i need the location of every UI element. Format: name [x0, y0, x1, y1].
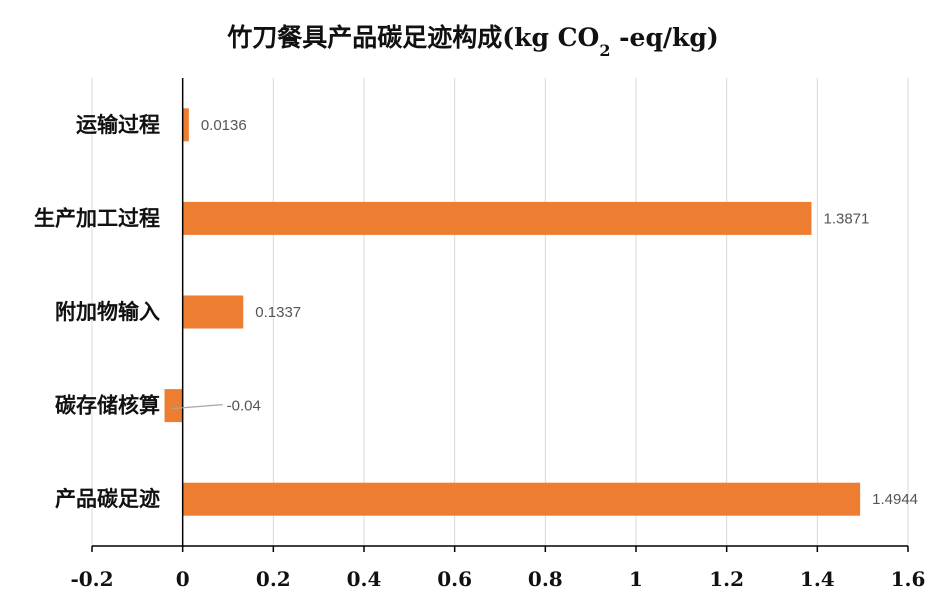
data-label: 1.4944 [872, 491, 918, 508]
labels: 运输过程 0.0136 生产加工过程 1.3871 附加物输入 0.1337 碳存储核算 -0… [34, 113, 925, 591]
bar [182, 295, 244, 329]
axes [91, 78, 909, 552]
category-label: 运输过程 [76, 113, 160, 137]
data-label: 1.3871 [823, 210, 869, 227]
x-tick-label: 0 [176, 567, 190, 591]
category-label: 碳存储核算 [55, 394, 160, 418]
data-label: 0.0136 [201, 117, 247, 134]
x-tick-label: -0.2 [70, 567, 113, 591]
bar [164, 389, 183, 423]
chart-title-subscript: 2 [599, 41, 610, 60]
gridlines [91, 78, 909, 546]
x-tick-label: 1.4 [800, 567, 835, 591]
x-tick-label: 1.2 [709, 567, 744, 591]
x-tick-label: 0.4 [347, 567, 382, 591]
x-tick-label: 1.6 [891, 567, 926, 591]
bar [182, 108, 189, 142]
bar [182, 482, 861, 516]
data-label: -0.04 [227, 398, 261, 415]
category-label: 附加物输入 [55, 300, 160, 324]
category-label: 生产加工过程 [34, 206, 160, 230]
x-tick-label: 0.6 [437, 567, 472, 591]
bar [182, 201, 812, 235]
bars [164, 108, 861, 516]
category-label: 产品碳足迹 [55, 487, 160, 511]
x-tick-label: 0.8 [528, 567, 563, 591]
x-tick-label: 0.2 [256, 567, 291, 591]
chart-title-suffix: -eq/kg) [610, 23, 718, 52]
data-label-leader [171, 404, 223, 410]
x-tick-label: 1 [629, 567, 643, 591]
chart-title: 竹刀餐具产品碳足迹构成(kg CO2 -eq/kg) [226, 23, 718, 60]
data-label: 0.1337 [255, 304, 301, 321]
chart-title-main: 竹刀餐具产品碳足迹构成(kg CO [226, 23, 599, 52]
